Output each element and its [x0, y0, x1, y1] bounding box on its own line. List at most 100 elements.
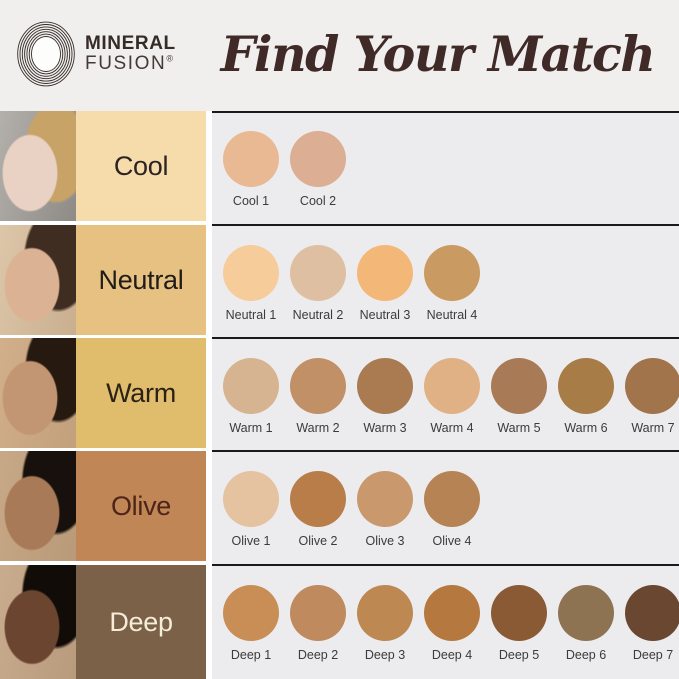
shade-name: Deep 4: [431, 648, 473, 662]
shade-name: Warm 3: [363, 421, 407, 435]
swatch-warm-1: Warm 1: [223, 358, 279, 435]
swatch-deep-3: Deep 3: [357, 585, 413, 662]
shade-dot-neutral-2: [290, 245, 346, 301]
swatch-cool-2: Cool 2: [290, 131, 346, 208]
shade-name: Neutral 3: [359, 308, 411, 322]
shade-row-warm: Warm Warm 1 Warm 2 Warm 3 Warm 4 Warm 5: [0, 338, 679, 451]
swatch-group-warm: Warm 1 Warm 2 Warm 3 Warm 4 Warm 5 Warm …: [223, 358, 679, 435]
category-label-neutral: Neutral: [76, 225, 206, 335]
shade-dot-neutral-3: [357, 245, 413, 301]
shade-name: Deep 3: [364, 648, 406, 662]
portrait-photo-warm: [0, 338, 76, 448]
portrait-photo-cool: [0, 111, 76, 221]
swatch-olive-1: Olive 1: [223, 471, 279, 548]
swatch-olive-2: Olive 2: [290, 471, 346, 548]
shade-dot-cool-1: [223, 131, 279, 187]
shade-dot-warm-5: [491, 358, 547, 414]
shade-name: Cool 1: [232, 194, 270, 208]
page-title: Find Your Match: [220, 25, 656, 83]
shade-dot-warm-7: [625, 358, 679, 414]
panel-divider-line: [212, 111, 679, 113]
swatch-warm-7: Warm 7: [625, 358, 679, 435]
shade-name: Deep 7: [632, 648, 674, 662]
brand-logo: MINERAL FUSION®: [16, 21, 176, 87]
portrait-photo-deep: [0, 565, 76, 679]
swatch-deep-6: Deep 6: [558, 585, 614, 662]
shade-name: Deep 6: [565, 648, 607, 662]
header: MINERAL FUSION® Find Your Match: [0, 0, 679, 111]
swatch-neutral-3: Neutral 3: [357, 245, 413, 322]
swatch-deep-7: Deep 7: [625, 585, 679, 662]
swatch-neutral-4: Neutral 4: [424, 245, 480, 322]
shade-dot-warm-3: [357, 358, 413, 414]
shade-dot-olive-4: [424, 471, 480, 527]
category-label-cool: Cool: [76, 111, 206, 221]
shade-dot-deep-5: [491, 585, 547, 641]
shade-dot-olive-3: [357, 471, 413, 527]
brand-line-mineral: MINERAL: [85, 33, 176, 55]
shade-name: Olive 3: [365, 534, 405, 548]
shade-dot-deep-2: [290, 585, 346, 641]
shade-name: Deep 2: [297, 648, 339, 662]
shade-dot-warm-2: [290, 358, 346, 414]
shade-name: Warm 2: [296, 421, 340, 435]
shade-name: Olive 4: [432, 534, 472, 548]
shade-name: Warm 1: [229, 421, 273, 435]
registered-trademark-symbol: ®: [166, 53, 175, 64]
shade-name: Warm 4: [430, 421, 474, 435]
shade-row-olive: Olive Olive 1 Olive 2 Olive 3 Olive 4: [0, 451, 679, 565]
shade-name: Olive 2: [298, 534, 338, 548]
concentric-rings-logo-icon: [16, 21, 76, 87]
swatch-deep-1: Deep 1: [223, 585, 279, 662]
shade-dot-warm-6: [558, 358, 614, 414]
panel-divider-line: [212, 337, 679, 339]
shade-dot-neutral-1: [223, 245, 279, 301]
shade-name: Deep 1: [230, 648, 272, 662]
shade-name: Neutral 4: [426, 308, 478, 322]
brand-line-fusion: FUSION®: [85, 53, 175, 74]
shade-row-neutral: Neutral Neutral 1 Neutral 2 Neutral 3 Ne…: [0, 225, 679, 338]
swatch-olive-3: Olive 3: [357, 471, 413, 548]
shade-dot-olive-2: [290, 471, 346, 527]
swatch-neutral-2: Neutral 2: [290, 245, 346, 322]
shade-name: Olive 1: [231, 534, 271, 548]
swatch-deep-2: Deep 2: [290, 585, 346, 662]
shade-name: Deep 5: [498, 648, 540, 662]
shade-dot-deep-1: [223, 585, 279, 641]
panel-divider-line: [212, 564, 679, 566]
shade-name: Warm 6: [564, 421, 608, 435]
portrait-photo-olive: [0, 451, 76, 561]
shade-name: Neutral 1: [225, 308, 277, 322]
swatch-warm-5: Warm 5: [491, 358, 547, 435]
shade-name: Cool 2: [299, 194, 337, 208]
shade-dot-neutral-4: [424, 245, 480, 301]
shade-dot-warm-1: [223, 358, 279, 414]
shade-dot-deep-7: [625, 585, 679, 641]
shade-dot-warm-4: [424, 358, 480, 414]
swatch-deep-4: Deep 4: [424, 585, 480, 662]
swatch-group-olive: Olive 1 Olive 2 Olive 3 Olive 4: [223, 471, 480, 548]
swatch-group-cool: Cool 1 Cool 2: [223, 131, 346, 208]
swatch-warm-6: Warm 6: [558, 358, 614, 435]
shade-name: Warm 5: [497, 421, 541, 435]
category-label-warm: Warm: [76, 338, 206, 448]
shade-name: Warm 7: [631, 421, 675, 435]
swatch-warm-2: Warm 2: [290, 358, 346, 435]
swatch-warm-4: Warm 4: [424, 358, 480, 435]
shade-dot-olive-1: [223, 471, 279, 527]
panel-divider-line: [212, 450, 679, 452]
shade-dot-deep-3: [357, 585, 413, 641]
swatch-warm-3: Warm 3: [357, 358, 413, 435]
shade-dot-cool-2: [290, 131, 346, 187]
shade-dot-deep-6: [558, 585, 614, 641]
category-label-deep: Deep: [76, 565, 206, 679]
shade-name: Neutral 2: [292, 308, 344, 322]
shade-row-deep: Deep Deep 1 Deep 2 Deep 3 Deep 4 Deep 5: [0, 565, 679, 679]
swatch-group-deep: Deep 1 Deep 2 Deep 3 Deep 4 Deep 5 Deep …: [223, 585, 679, 662]
swatch-deep-5: Deep 5: [491, 585, 547, 662]
brand-wordmark: MINERAL FUSION®: [85, 34, 176, 74]
swatch-olive-4: Olive 4: [424, 471, 480, 548]
panel-divider-line: [212, 224, 679, 226]
swatch-group-neutral: Neutral 1 Neutral 2 Neutral 3 Neutral 4: [223, 245, 480, 322]
